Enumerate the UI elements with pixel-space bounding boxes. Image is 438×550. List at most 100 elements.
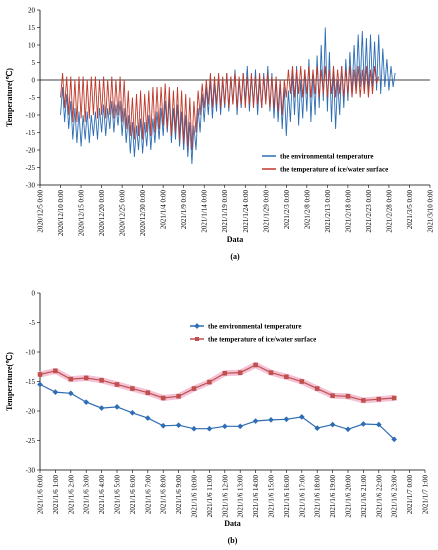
- y-tick-label: -30: [26, 182, 36, 190]
- x-tick-label: 2021/1/6 10:00: [191, 475, 199, 518]
- series-line: [39, 364, 395, 402]
- x-tick-label: 2021/1/6 12:00: [221, 475, 229, 518]
- legend-marker: [195, 337, 199, 341]
- marker: [114, 404, 120, 410]
- x-tick-label: 2021/1/6 6:00: [129, 475, 137, 515]
- x-tick-label: 2021/2/3 0:00: [283, 190, 291, 230]
- marker: [53, 368, 58, 374]
- series-line: [39, 383, 395, 440]
- x-tick-label: 2021/3/5 0:00: [406, 190, 414, 230]
- legend-label: the environmental temperature: [280, 153, 373, 161]
- marker: [145, 390, 151, 396]
- y-tick-label: -10: [26, 112, 36, 120]
- y-axis-label: Temperature(℃): [5, 68, 14, 127]
- x-tick-label: 2021/1/6 13:00: [237, 475, 245, 518]
- x-tick-label: 2020/12/25 0:00: [119, 190, 127, 237]
- y-tick-label: 0: [32, 77, 36, 85]
- x-tick-label: 2021/1/6 3:00: [83, 475, 91, 515]
- x-tick-label: 2021/1/6 8:00: [160, 475, 168, 515]
- marker: [391, 395, 397, 401]
- marker: [330, 393, 335, 398]
- marker: [37, 372, 43, 377]
- marker: [361, 398, 366, 403]
- x-tick-label: 2021/2/13 0:00: [324, 190, 332, 233]
- y-tick-label: -30: [26, 467, 36, 475]
- legend-label: the temperature of ice/water surface: [208, 336, 316, 344]
- y-tick-label: -20: [26, 147, 36, 155]
- marker: [129, 409, 136, 416]
- marker: [268, 417, 274, 423]
- x-tick-label: 2021/1/6 1:00: [52, 475, 60, 515]
- marker: [375, 421, 382, 428]
- marker: [391, 436, 398, 443]
- marker: [114, 382, 120, 387]
- x-tick-label: 2021/2/18 0:00: [344, 190, 352, 233]
- marker: [67, 390, 74, 397]
- x-tick-label: 2021/1/6 19:00: [329, 475, 337, 518]
- marker: [329, 421, 336, 428]
- marker: [130, 386, 135, 391]
- y-tick-label: -5: [29, 319, 35, 327]
- marker: [206, 425, 213, 432]
- x-axis-label: Data: [227, 235, 243, 244]
- x-tick-label: 2021/1/29 0:00: [262, 190, 270, 233]
- x-tick-label: 2021/1/6 4:00: [98, 475, 106, 515]
- x-tick-label: 2021/1/6 22:00: [375, 475, 383, 518]
- legend-label: the environmental temperature: [208, 323, 301, 331]
- y-tick-label: 10: [28, 42, 36, 50]
- marker: [52, 389, 59, 395]
- marker: [191, 425, 197, 432]
- marker: [360, 421, 367, 427]
- x-tick-label: 2021/2/8 0:00: [303, 190, 311, 230]
- y-tick-label: -25: [26, 164, 36, 172]
- x-tick-label: 2021/1/6 0:00: [37, 475, 45, 515]
- marker: [98, 405, 105, 411]
- y-axis-label: Temperature(℃): [5, 352, 14, 411]
- marker: [284, 374, 289, 380]
- marker: [175, 422, 182, 428]
- x-tick-label: 2020/12/10 0:00: [57, 190, 65, 237]
- x-tick-label: 2021/1/6 20:00: [345, 475, 353, 518]
- marker: [376, 396, 382, 402]
- marker: [237, 370, 243, 375]
- marker: [345, 426, 351, 433]
- marker: [252, 418, 259, 424]
- x-tick-label: 2021/1/7 1:00: [422, 475, 430, 515]
- y-tick-label: -20: [26, 408, 36, 416]
- marker: [99, 378, 104, 383]
- x-tick-label: 2020/12/20 0:00: [98, 190, 106, 237]
- legend-marker: [194, 323, 200, 329]
- x-tick-label: 2020/12/5 0:00: [37, 190, 45, 233]
- y-tick-label: 0: [32, 290, 36, 298]
- marker: [283, 416, 290, 423]
- x-tick-label: 2021/1/6 2:00: [67, 475, 75, 515]
- x-tick-label: 2021/1/9 0:00: [180, 190, 188, 230]
- x-tick-label: 2021/1/6 16:00: [283, 475, 291, 518]
- marker: [299, 379, 305, 384]
- x-tick-label: 2021/2/23 0:00: [365, 190, 373, 233]
- x-tick-label: 2021/1/6 14:00: [252, 475, 260, 518]
- marker: [160, 395, 166, 401]
- legend-label: the temperature of ice/water surface: [280, 166, 388, 174]
- marker: [176, 393, 181, 399]
- x-tick-label: 2021/1/19 0:00: [221, 190, 229, 233]
- x-tick-label: 2021/1/4 0:00: [160, 190, 168, 230]
- y-tick-label: -15: [26, 129, 36, 137]
- marker: [207, 379, 212, 385]
- y-tick-label: 15: [28, 24, 36, 32]
- y-tick-label: -10: [26, 349, 36, 357]
- marker: [83, 399, 90, 405]
- x-tick-label: 2021/1/7 0:00: [406, 475, 414, 515]
- marker: [37, 381, 43, 388]
- marker: [314, 425, 321, 431]
- marker: [191, 386, 197, 391]
- x-tick-label: 2021/1/6 15:00: [268, 475, 276, 518]
- marker: [253, 362, 258, 368]
- marker: [222, 370, 228, 376]
- marker: [144, 415, 151, 421]
- y-tick-label: 5: [32, 59, 36, 67]
- y-tick-label: -25: [26, 437, 36, 445]
- marker: [298, 414, 305, 420]
- x-tick-label: 2021/1/6 9:00: [175, 475, 183, 515]
